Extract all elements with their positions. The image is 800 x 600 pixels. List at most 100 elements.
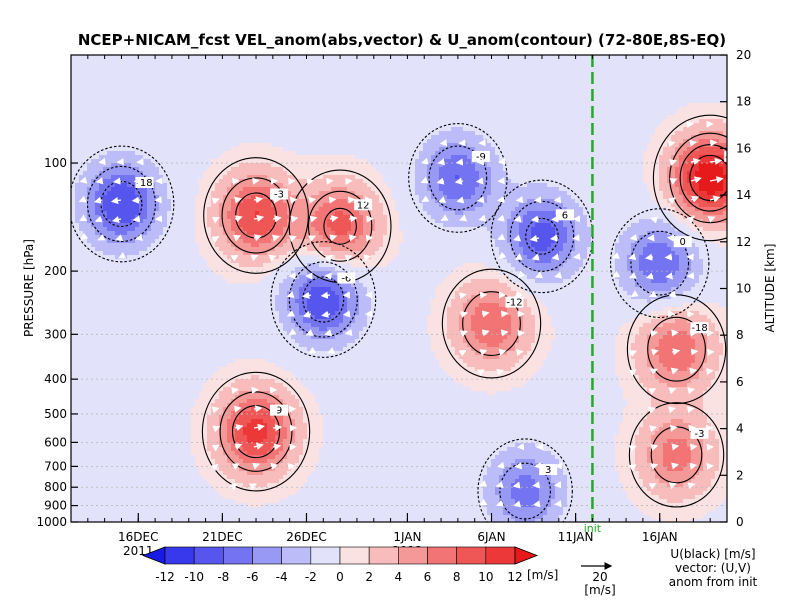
field-cell (711, 171, 716, 176)
field-cell (223, 215, 228, 220)
field-cell (267, 255, 272, 260)
field-cell (111, 271, 116, 276)
field-cell (467, 275, 472, 280)
field-cell (675, 111, 680, 116)
field-cell (499, 191, 504, 196)
field-cell (663, 159, 668, 164)
field-cell (479, 203, 484, 208)
field-cell (667, 223, 672, 228)
field-cell (111, 159, 116, 164)
field-cell (427, 203, 432, 208)
field-cell (635, 263, 640, 268)
field-cell (711, 267, 716, 272)
field-cell (459, 127, 464, 132)
field-cell (311, 271, 316, 276)
field-cell (419, 175, 424, 180)
field-cell (239, 223, 244, 228)
field-cell (323, 267, 328, 272)
field-cell (683, 127, 688, 132)
field-cell (223, 243, 228, 248)
field-cell (339, 159, 344, 164)
field-cell (467, 239, 472, 244)
field-cell (315, 159, 320, 164)
field-cell (327, 207, 332, 212)
field-cell (251, 207, 256, 212)
field-cell (155, 231, 160, 236)
field-cell (487, 195, 492, 200)
field-cell (131, 143, 136, 148)
field-cell (87, 227, 92, 232)
field-cell (123, 227, 128, 232)
field-cell (519, 235, 524, 240)
field-cell (703, 155, 708, 160)
field-cell (75, 251, 80, 256)
field-cell (511, 235, 516, 240)
field-cell (223, 151, 228, 156)
field-cell (683, 171, 688, 176)
field-cell (687, 171, 692, 176)
field-cell (511, 215, 516, 220)
field-cell (451, 139, 456, 144)
field-cell (235, 155, 240, 160)
field-cell (207, 263, 212, 268)
field-cell (483, 139, 488, 144)
field-cell (223, 275, 228, 280)
field-cell (471, 203, 476, 208)
field-cell (299, 219, 304, 224)
field-cell (455, 231, 460, 236)
field-cell (551, 187, 556, 192)
field-cell (235, 227, 240, 232)
field-cell (543, 207, 548, 212)
field-cell (471, 195, 476, 200)
field-cell (603, 219, 608, 224)
field-cell (319, 267, 324, 272)
field-cell (283, 159, 288, 164)
field-cell (503, 255, 508, 260)
field-cell (523, 187, 528, 192)
field-cell (427, 127, 432, 132)
field-cell (567, 171, 572, 176)
field-cell (679, 227, 684, 232)
field-cell (379, 231, 384, 236)
field-cell (723, 203, 727, 208)
field-cell (203, 231, 208, 236)
field-cell (319, 235, 324, 240)
field-cell (259, 151, 264, 156)
field-cell (211, 167, 216, 172)
field-cell (639, 267, 644, 272)
field-cell (159, 155, 164, 160)
field-cell (343, 235, 348, 240)
field-cell (367, 175, 372, 180)
field-cell (283, 267, 288, 272)
field-cell (143, 255, 148, 260)
field-cell (127, 131, 132, 136)
field-cell (447, 127, 452, 132)
field-cell (439, 219, 444, 224)
field-cell (427, 191, 432, 196)
field-cell (715, 183, 720, 188)
field-cell (143, 199, 148, 204)
field-cell (491, 199, 496, 204)
field-cell (643, 279, 648, 284)
field-cell (699, 243, 704, 248)
field-cell (115, 267, 120, 272)
field-cell (75, 199, 80, 204)
field-cell (327, 251, 332, 256)
field-cell (135, 135, 140, 140)
field-cell (383, 183, 388, 188)
field-cell (455, 243, 460, 248)
field-cell (119, 267, 124, 272)
field-cell (699, 167, 704, 172)
field-cell (127, 171, 132, 176)
field-cell (487, 183, 492, 188)
field-cell (571, 251, 576, 256)
field-cell (511, 251, 516, 256)
field-cell (491, 179, 496, 184)
field-cell (239, 239, 244, 244)
field-cell (111, 163, 116, 168)
field-cell (339, 243, 344, 248)
field-cell (423, 131, 428, 136)
field-cell (291, 243, 296, 248)
field-cell (619, 239, 624, 244)
field-cell (491, 203, 496, 208)
